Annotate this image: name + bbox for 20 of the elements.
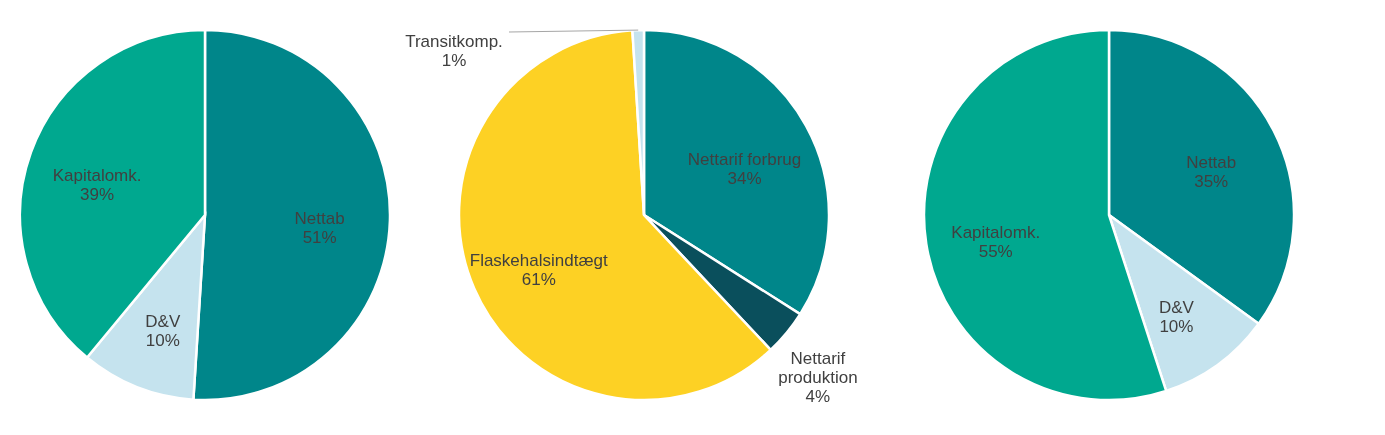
data-label: 35% bbox=[1194, 171, 1229, 191]
slice-label: Nettab bbox=[1186, 152, 1237, 172]
data-label: 55% bbox=[978, 241, 1013, 261]
slice-label: Nettab bbox=[294, 208, 345, 228]
data-label: 1% bbox=[441, 51, 467, 70]
data-label: 39% bbox=[80, 185, 115, 205]
slice-label: Nettarif forbrug bbox=[687, 149, 802, 169]
data-label: 4% bbox=[805, 386, 831, 406]
data-label: 34% bbox=[727, 168, 762, 188]
data-label: 10% bbox=[1159, 316, 1194, 336]
data-label: 51% bbox=[302, 227, 337, 247]
slice-label: D&V bbox=[1158, 297, 1195, 317]
slice-label: Transitkomp. bbox=[405, 32, 503, 51]
slice-label: D&V bbox=[145, 311, 181, 331]
slice-label: Flaskehalsindtægt bbox=[469, 250, 608, 270]
slice-label: Nettarif produktion bbox=[778, 348, 858, 387]
slice-label: Kapitalomk. bbox=[951, 222, 1041, 242]
slice-label: Kapitalomk. bbox=[52, 166, 142, 186]
data-label: 61% bbox=[521, 269, 556, 289]
data-label: 10% bbox=[145, 330, 180, 350]
